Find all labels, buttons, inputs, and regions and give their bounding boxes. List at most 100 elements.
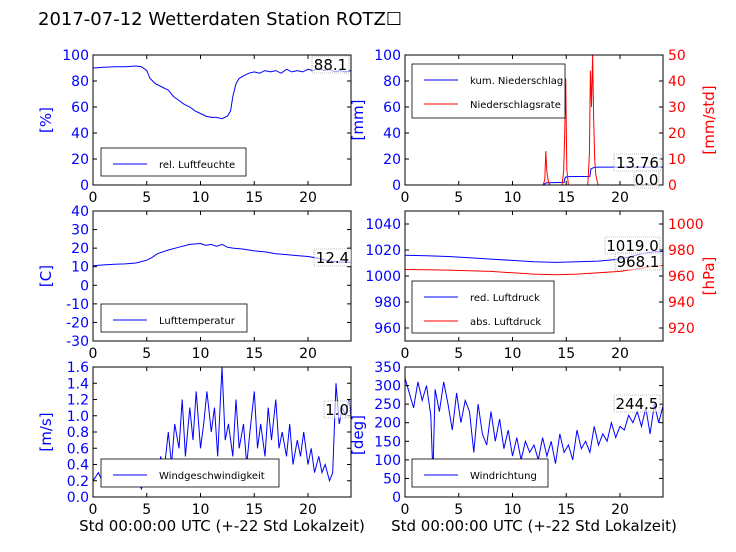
page-title: 2017-07-12 Wetterdaten Station ROTZ☐ — [38, 9, 402, 30]
x-tick-label: 5 — [454, 346, 463, 362]
y-tick-label: 80 — [383, 74, 401, 90]
y-tick-label: 1.4 — [67, 376, 89, 392]
y-tick-label: 60 — [383, 100, 401, 116]
x-tick-label: 20 — [611, 190, 629, 206]
y-tick-label: -30 — [66, 334, 89, 350]
y-tick-label: -20 — [66, 315, 89, 331]
x-tick-label: 0 — [401, 346, 410, 362]
y-tick-label: 1040 — [365, 217, 401, 233]
value-annotation — [613, 394, 661, 413]
value-annotation — [613, 153, 662, 172]
x-tick-label: 20 — [299, 190, 317, 206]
legend-temperature — [100, 303, 248, 333]
y-tick-label: 10 — [71, 260, 89, 276]
x-tick-label: 5 — [142, 502, 151, 518]
annotation-box — [323, 400, 351, 419]
y-tick-label: 0 — [392, 178, 401, 194]
y-tick-label: 1020 — [365, 243, 401, 259]
y-axis-label: [deg] — [349, 415, 367, 455]
legend-label: Windgeschwindigkeit — [159, 471, 265, 482]
x-tick-label: 0 — [401, 502, 410, 518]
y-tick-label: 40 — [71, 204, 89, 220]
x-tick-label: 10 — [504, 346, 522, 362]
x-tick-label: 5 — [454, 190, 463, 206]
y-tick-label: 0.2 — [67, 474, 89, 490]
legend-box — [100, 147, 247, 177]
x-tick-label: 15 — [245, 190, 263, 206]
y-tick-label: 100 — [62, 48, 89, 64]
x-tick-label: 20 — [611, 346, 629, 362]
legend-box — [100, 458, 280, 488]
legend-winddirection — [411, 458, 549, 488]
legend-label: Windrichtung — [470, 471, 537, 482]
y-tick-label: 0 — [80, 178, 89, 194]
y-tick-label: 80 — [71, 74, 89, 90]
y-tick-label: 20 — [383, 152, 401, 168]
legend-box — [411, 280, 555, 334]
annotation-text: 968.1 — [617, 253, 660, 271]
legend-label: abs. Luftdruck — [470, 317, 541, 328]
y-tick-label: 150 — [374, 434, 401, 450]
value-annotation — [323, 400, 351, 419]
x-tick-label: 5 — [142, 346, 151, 362]
x-tick-label: 15 — [245, 502, 263, 518]
y-tick-label: 980 — [374, 295, 401, 311]
y-tick-label: 0.8 — [67, 425, 89, 441]
panel-humidity — [92, 54, 352, 186]
annotation-box — [313, 248, 352, 267]
series-line-winddirection-0 — [405, 377, 663, 475]
y-tick-label: 60 — [71, 100, 89, 116]
y-tick-label: 0.4 — [67, 458, 89, 474]
legend-label: rel. Luftfeuchte — [159, 160, 235, 171]
x-tick-label: 15 — [557, 346, 575, 362]
y-axis-label: [%] — [37, 107, 55, 133]
annotation-text: 0.0 — [635, 171, 659, 189]
legend-box — [411, 63, 566, 119]
x-tick-label: 0 — [89, 502, 98, 518]
legend-label: red. Luftdruck — [470, 293, 540, 304]
y-axis-label: [mm] — [349, 100, 367, 141]
annotation-text: 13.76 — [616, 154, 659, 172]
annotation-box — [604, 236, 661, 255]
x-tick-label: 15 — [557, 502, 575, 518]
legend-windspeed — [100, 458, 280, 488]
y-tick-label: 300 — [374, 379, 401, 395]
y-tick-label-right: 940 — [668, 295, 695, 311]
y-tick-label: 960 — [374, 321, 401, 337]
value-annotation — [604, 236, 661, 255]
annotation-box — [311, 55, 350, 74]
x-tick-label: 5 — [454, 502, 463, 518]
legend-box — [100, 303, 248, 333]
plot-frame-winddirection — [404, 366, 664, 498]
y-tick-label-right: 10 — [668, 152, 686, 168]
y-tick-label: 250 — [374, 397, 401, 413]
value-annotation — [614, 252, 662, 271]
y-tick-label-right: 40 — [668, 74, 686, 90]
legend-humidity — [100, 147, 247, 177]
series-line-temperature-0 — [93, 242, 351, 267]
annotation-text: 244.5 — [616, 395, 659, 413]
y-tick-label: 20 — [71, 241, 89, 257]
y-tick-label-right: 30 — [668, 100, 686, 116]
x-tick-label: 20 — [299, 502, 317, 518]
y-tick-label: 1000 — [365, 269, 401, 285]
plot-frame-precipitation — [404, 54, 664, 186]
y-tick-label-right: 0 — [668, 178, 677, 194]
series-line-humidity-0 — [93, 65, 351, 120]
annotation-box — [613, 153, 662, 172]
x-axis-label: Std 00:00:00 UTC (+-22 Std Lokalzeit) — [391, 517, 677, 535]
y-tick-label: 30 — [71, 223, 89, 239]
plot-frame-humidity — [92, 54, 352, 186]
x-tick-label: 20 — [611, 502, 629, 518]
annotation-text: 88.1 — [314, 56, 347, 74]
x-tick-label: 20 — [299, 346, 317, 362]
legend-box — [411, 458, 549, 488]
y-tick-label: 20 — [71, 152, 89, 168]
x-tick-label: 0 — [401, 190, 410, 206]
annotation-box — [614, 252, 662, 271]
panel-precipitation — [404, 54, 664, 186]
y-tick-label: 40 — [383, 126, 401, 142]
x-tick-label: 0 — [89, 346, 98, 362]
y-tick-label: 0 — [392, 490, 401, 506]
x-tick-label: 5 — [142, 190, 151, 206]
